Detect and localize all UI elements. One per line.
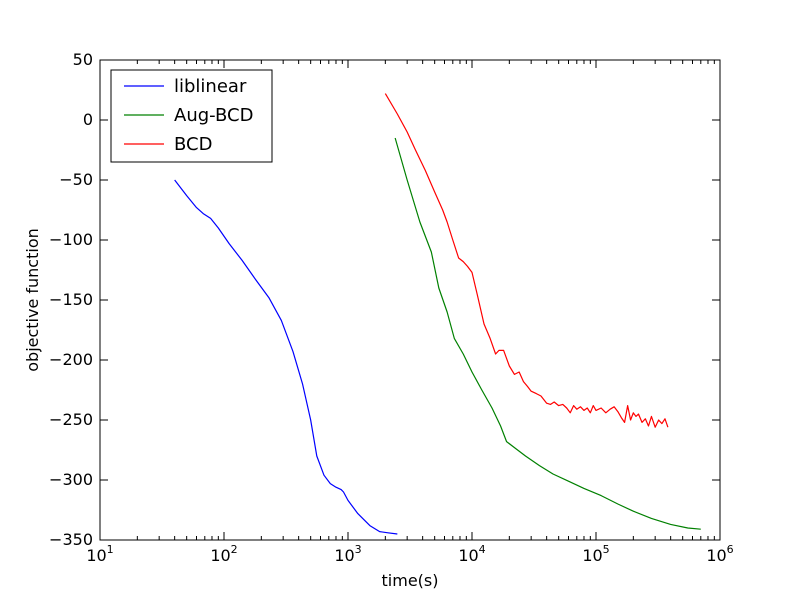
x-tick-label: 106 <box>706 543 733 565</box>
series-layer <box>174 93 701 535</box>
y-axis: 50 0 −50 −100 −150 −200 −250 −300 −350 <box>49 50 720 549</box>
x-tick-label-base: 10 <box>210 546 230 565</box>
series-line-bcd <box>384 93 669 428</box>
x-tick-label: 104 <box>458 543 485 565</box>
y-tick-label: −50 <box>59 170 93 189</box>
x-axis-label: time(s) <box>382 571 439 590</box>
x-tick-label: 103 <box>334 543 361 565</box>
x-axis: 101 102 103 104 105 106 <box>86 60 734 565</box>
legend: liblinear Aug-BCD BCD <box>110 69 273 163</box>
x-tick-label: 101 <box>86 543 113 565</box>
y-tick-label: −150 <box>49 290 93 309</box>
legend-label-bcd: BCD <box>174 134 212 155</box>
y-tick-label: −250 <box>49 410 93 429</box>
x-tick-label-exponent: 5 <box>603 543 610 556</box>
y-tick-label: −300 <box>49 470 93 489</box>
x-tick-label: 102 <box>210 543 237 565</box>
x-tick-label-base: 10 <box>706 546 726 565</box>
x-tick-label: 105 <box>582 543 609 565</box>
x-tick-label-exponent: 1 <box>107 543 114 556</box>
y-tick-label: −350 <box>49 530 93 549</box>
y-tick-label: −100 <box>49 230 93 249</box>
x-tick-label-base: 10 <box>86 546 106 565</box>
y-tick-label: −200 <box>49 350 93 369</box>
series-line-liblinear <box>174 179 398 535</box>
y-tick-label: 50 <box>73 50 93 69</box>
legend-label-liblinear: liblinear <box>174 76 247 97</box>
x-tick-label-base: 10 <box>582 546 602 565</box>
x-tick-label-exponent: 3 <box>355 543 362 556</box>
x-tick-label-base: 10 <box>458 546 478 565</box>
legend-label-aug-bcd: Aug-BCD <box>174 105 253 126</box>
x-tick-label-exponent: 2 <box>231 543 238 556</box>
x-tick-label-exponent: 6 <box>727 543 734 556</box>
x-tick-label-base: 10 <box>334 546 354 565</box>
series-line-aug-bcd <box>394 137 701 530</box>
y-tick-label: 0 <box>83 110 93 129</box>
y-axis-label: objective function <box>23 228 42 372</box>
legend-box <box>110 69 273 163</box>
x-tick-label-exponent: 4 <box>479 543 486 556</box>
